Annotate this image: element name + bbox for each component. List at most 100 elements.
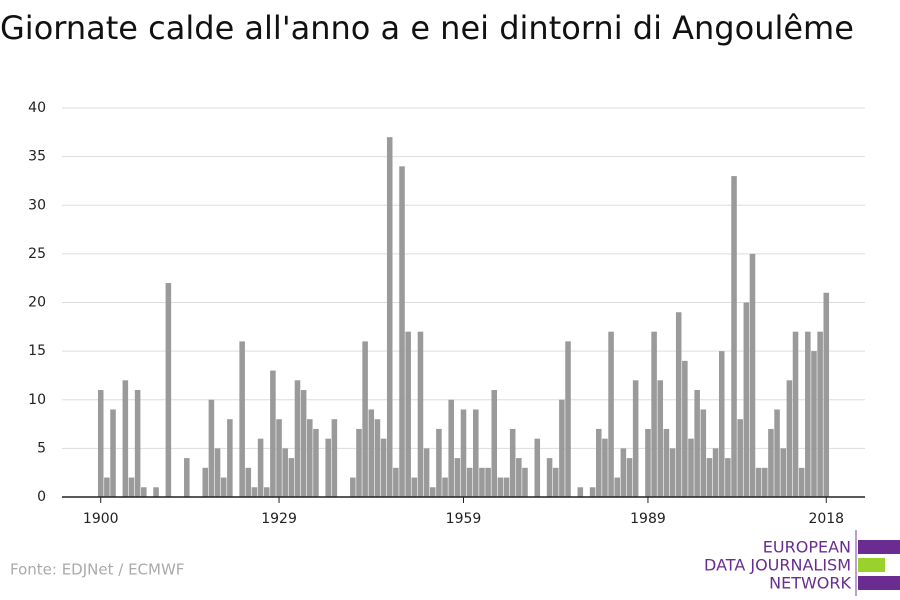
bar: [473, 409, 479, 497]
y-tick-label: 20: [28, 295, 46, 311]
bar: [737, 419, 743, 497]
bar: [442, 477, 448, 497]
bar: [313, 428, 319, 497]
bar: [208, 399, 215, 497]
bar: [134, 390, 141, 497]
bar: [688, 438, 694, 497]
bar: [491, 390, 498, 497]
x-tick-label: 1959: [446, 511, 482, 527]
bar: [399, 166, 405, 497]
bar: [356, 428, 362, 497]
y-tick-label: 10: [28, 392, 46, 408]
bar: [522, 467, 528, 497]
bar: [552, 467, 559, 497]
bar: [798, 467, 805, 497]
bar: [436, 428, 442, 497]
bar: [263, 487, 270, 497]
bar: [651, 331, 657, 497]
y-tick-label: 5: [37, 440, 46, 456]
logo-bar: [858, 558, 885, 572]
bar: [731, 176, 737, 497]
bar: [97, 390, 104, 497]
bar: [448, 399, 454, 497]
logo-text: DATA JOURNALISM: [704, 556, 851, 575]
bar: [823, 292, 830, 497]
bar: [792, 331, 799, 497]
bar: [768, 428, 774, 497]
bar: [497, 477, 504, 497]
y-tick-label: 15: [28, 343, 46, 359]
x-tick-label: 2018: [808, 511, 844, 527]
bar: [749, 253, 756, 497]
bar: [257, 438, 264, 497]
y-tick-label: 0: [37, 489, 46, 505]
bar: [565, 341, 571, 497]
bar: [509, 428, 516, 497]
bar: [350, 477, 356, 497]
bar: [288, 458, 295, 497]
bar: [307, 419, 313, 497]
bar: [706, 458, 713, 497]
bar: [362, 341, 368, 497]
bar: [380, 438, 387, 497]
bar: [110, 409, 116, 497]
bar: [669, 448, 676, 497]
bar: [559, 399, 565, 497]
logo-text: EUROPEAN: [763, 538, 851, 557]
bar: [479, 467, 485, 497]
bar: [411, 477, 418, 497]
bar: [423, 448, 430, 497]
bar: [718, 351, 725, 497]
bar: [786, 380, 793, 497]
y-tick-label: 40: [28, 100, 46, 116]
bar: [405, 331, 411, 497]
bar: [602, 438, 608, 497]
bar: [104, 477, 110, 497]
bar: [774, 409, 780, 497]
y-tick-label: 35: [28, 149, 46, 165]
bar: [227, 419, 233, 497]
bar: [460, 409, 467, 497]
bar: [466, 467, 473, 497]
bar: [386, 137, 393, 498]
bar: [153, 487, 159, 497]
bar: [220, 477, 227, 497]
bar: [780, 448, 786, 497]
bar: [577, 487, 584, 497]
bar: [516, 458, 522, 497]
y-tick-label: 25: [28, 246, 46, 262]
bar: [614, 477, 620, 497]
bar: [282, 448, 288, 497]
bar: [239, 341, 245, 497]
bar: [589, 487, 596, 497]
bar: [325, 438, 332, 497]
bar: [811, 351, 817, 497]
bar: [417, 331, 424, 497]
bar: [276, 419, 282, 497]
x-tick-label: 1929: [261, 511, 297, 527]
bar: [743, 302, 750, 497]
bar: [608, 331, 614, 497]
bar: [817, 331, 823, 497]
x-tick-label: 1989: [630, 511, 666, 527]
bar: [454, 458, 461, 497]
bar: [546, 458, 553, 497]
bar: [165, 283, 172, 497]
bar: [214, 448, 221, 497]
bar: [270, 370, 276, 497]
bar: [682, 360, 688, 497]
bar: [251, 487, 258, 497]
bar: [300, 390, 307, 497]
bar: [694, 390, 700, 497]
y-tick-label: 30: [28, 197, 46, 213]
bar: [245, 467, 252, 497]
bar: [393, 467, 399, 497]
bar: [675, 312, 682, 497]
bar: [762, 467, 768, 497]
bar: [632, 380, 639, 497]
bar: [374, 419, 381, 497]
bar: [755, 467, 762, 497]
bar: [534, 438, 541, 497]
bar: [595, 428, 602, 497]
bar: [122, 380, 129, 497]
